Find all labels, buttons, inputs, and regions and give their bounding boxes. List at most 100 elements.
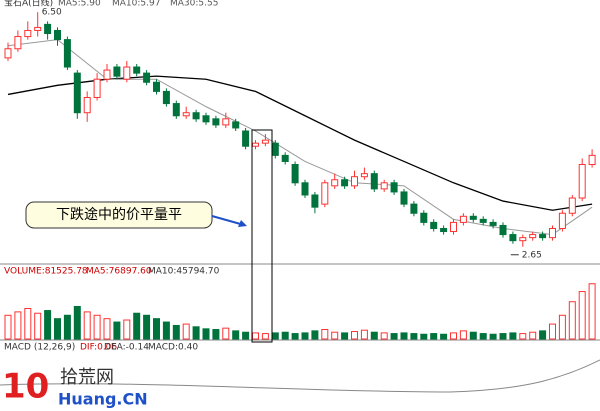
candle-body [44,23,52,35]
annotation: 下跌途中的价平量平 [56,206,182,223]
candle-body [202,115,210,123]
candle-body [192,112,200,120]
watermark-site: Huang.CN [58,390,148,409]
macd-label: MACD (12,26,9) [4,343,75,353]
volume-bar [232,330,240,340]
volume-bar [450,332,457,340]
volume-bar [113,321,121,340]
candle-body [360,173,368,178]
volume-bar [54,318,61,340]
volume-bar [321,329,329,340]
candle-body [321,182,329,205]
volume-bar [519,333,527,340]
candle-body [24,29,32,38]
candle-body [539,234,547,239]
volume-bar [311,330,319,340]
volume-bar [390,333,398,340]
macd-label: DIF:0.06 [80,343,117,353]
candle-body [469,215,477,220]
candle-body [242,130,250,147]
low-label: 2.65 [522,250,542,260]
candle-body [14,36,22,50]
volume-bar [73,305,81,340]
macd-line [0,359,600,393]
volume-bar [558,314,566,340]
volume-bar [202,328,210,340]
volume-bar [192,326,200,340]
candle-body [232,121,240,129]
candle-body [212,118,220,126]
arrow [211,215,245,226]
candle-body [568,197,576,214]
candle-body [549,227,556,239]
candle-body [73,72,81,114]
volume-bar [539,330,547,340]
volume-bar [549,323,556,340]
volume-bar [14,311,22,340]
volume-bar [24,308,32,340]
candle-body [440,227,448,233]
candle-body [172,103,180,117]
title-ma: MA10:5.97 [112,0,160,9]
candle-body [103,69,111,80]
candle-body [63,39,71,68]
candle-body [588,154,596,166]
candle-body [450,221,457,233]
candle-body [83,96,91,114]
volume-bar [469,331,477,340]
volume-bar [479,333,487,340]
candle-body [54,29,61,41]
candle-body [529,234,537,239]
volume-bar [301,332,309,340]
volume-bar [103,318,111,340]
volume-bar [380,332,388,340]
chart-title: 宝石A(日线) [4,0,53,9]
candle-body [400,191,408,205]
watermark-number: 10 [2,367,49,407]
volume-bar [93,314,101,340]
candle-body [390,182,398,193]
volume-bar [420,333,428,340]
volume-bar [242,331,250,340]
volume-bar [509,332,517,340]
candle-body [341,179,349,187]
volume-bar [261,333,269,340]
volume-bar [153,318,160,340]
candle-body [519,237,527,242]
volume-bar [360,329,368,340]
volume-bar [568,301,576,340]
candle-body [261,139,269,144]
volume-bar [440,333,448,340]
volume-bar [271,332,279,340]
volume-bar [83,311,91,340]
candle-body [578,164,586,199]
annotation-box [25,201,213,229]
macd-label: DEA:-0.14 [104,343,149,353]
volume-bar [529,331,537,340]
candle-body [182,112,190,117]
volume-bar [351,331,358,340]
candle-body [558,212,566,229]
candle-body [479,218,487,223]
price-panel: 6.50 2.65 [4,8,596,260]
candle-body [4,48,12,59]
candle-body [291,164,299,184]
candle-body [489,221,497,226]
watermark-name: 拾荒网 [60,367,114,388]
candle-body [331,179,339,187]
title-ma: MA5:5.90 [58,0,101,9]
volume-bar [410,333,418,340]
volume-bar [430,333,438,340]
volume-bar [123,319,131,340]
candle-body [93,78,101,98]
candle-body [271,142,279,156]
macd-label: MACD:0.40 [148,343,198,353]
volume-bar [143,314,151,340]
volume-bar [162,321,170,340]
candle-body [499,224,507,236]
volume-label: MA10:45794.70 [148,267,220,277]
candle-body [143,72,151,83]
volume-label: VOLUME:81525.78 [4,267,88,277]
volume-bar [578,291,586,340]
